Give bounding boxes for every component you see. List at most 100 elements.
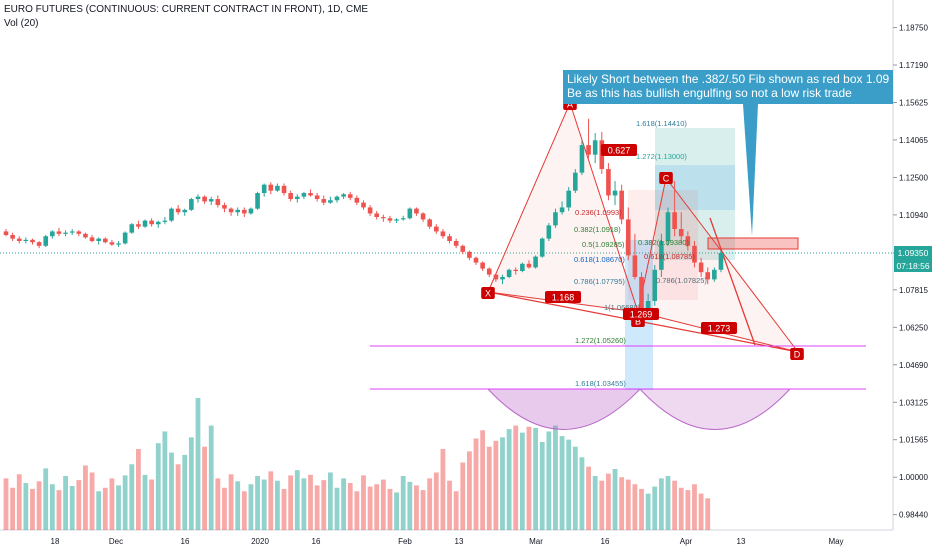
fib-label-f0618_b: 0.618(1.08785)	[644, 252, 695, 261]
point-a-label-text: A	[567, 100, 573, 110]
volume-bar	[533, 427, 538, 530]
volume-bar	[433, 472, 439, 530]
volume-bar	[612, 468, 618, 530]
ratio-ac-label-text: 0.627	[608, 146, 631, 156]
candle-body	[434, 226, 439, 232]
point-d-label: D	[790, 348, 804, 360]
candle-body	[440, 231, 446, 237]
candle-body	[367, 207, 373, 214]
volume-bar	[692, 484, 697, 530]
candle-body	[625, 219, 631, 256]
candle-body	[36, 242, 42, 246]
candle-body	[414, 208, 419, 214]
candle-body	[228, 208, 234, 213]
point-x-label-text: X	[485, 289, 491, 299]
cup-arc-right	[638, 388, 792, 430]
price-tick-label: 1.10940	[899, 211, 928, 220]
candle-body	[116, 243, 121, 245]
volume-bar	[599, 480, 605, 530]
volume-bar	[658, 478, 664, 530]
time-tick-label: May	[828, 537, 843, 546]
candle-body	[142, 220, 148, 227]
time-tick-label: Mar	[529, 537, 543, 546]
volume-bar	[314, 485, 320, 530]
candle-body	[149, 220, 154, 225]
candle-body	[592, 140, 598, 155]
candle-body	[712, 269, 717, 280]
candle-body	[427, 219, 432, 227]
candle-body	[129, 224, 135, 233]
candle-body	[486, 268, 492, 275]
volume-bar	[56, 490, 62, 530]
volume-bar	[3, 478, 9, 530]
volume-bar	[361, 475, 366, 530]
point-c-label-bg	[659, 172, 673, 184]
volume-bar	[215, 478, 221, 530]
candle-body	[473, 257, 479, 263]
volume-bar	[208, 425, 214, 530]
volume-bar	[400, 476, 406, 530]
volume-bar	[513, 425, 519, 530]
fib-label-f1272_bot: 1.272(1.05260)	[575, 336, 626, 345]
volume-bar	[23, 483, 29, 530]
ratio-xd-label-bg	[701, 322, 737, 334]
candle-body	[155, 221, 161, 225]
volume-bar	[261, 479, 267, 530]
volume-bar	[354, 491, 360, 530]
projection-arrow	[709, 217, 756, 346]
candle-body	[288, 193, 293, 200]
candle-body	[328, 200, 333, 203]
candle-body	[407, 208, 413, 219]
time-tick-label: 2020	[251, 537, 269, 546]
volume-bar	[155, 443, 161, 530]
fib-label-f1618_top: 1.618(1.14410)	[636, 119, 687, 128]
candle-body	[513, 269, 519, 271]
point-x-label: X	[481, 287, 495, 299]
candle-body	[453, 241, 459, 246]
candle-body	[400, 218, 406, 220]
candle-body	[63, 232, 68, 234]
volume-bar	[625, 479, 631, 530]
volume-bar	[288, 475, 294, 530]
callout-line-1: Likely Short between the .382/.50 Fib sh…	[567, 72, 889, 86]
candle-body	[83, 233, 88, 238]
volume-bar	[493, 440, 499, 530]
volume-bar	[572, 446, 578, 530]
volume-bar	[301, 478, 307, 530]
volume-bar	[142, 474, 148, 530]
volume-bar	[36, 481, 42, 530]
candle-body	[334, 196, 340, 201]
candle-body	[420, 213, 426, 220]
price-tick-label: 1.01565	[899, 436, 928, 445]
volume-bar	[539, 442, 545, 530]
candle-body	[261, 184, 267, 194]
fib-label-f0786_b: 0.786(1.07825)	[656, 276, 707, 285]
candle-body	[202, 196, 207, 202]
volume-bar	[136, 449, 141, 530]
volume-bar	[387, 488, 393, 530]
candle-body	[506, 269, 512, 277]
volume-bar	[222, 487, 227, 530]
volume-bar	[69, 486, 75, 530]
point-d-label-text: D	[794, 350, 801, 360]
volume-bar	[96, 491, 102, 530]
volume-bar	[407, 481, 413, 530]
candle-body	[493, 274, 499, 280]
annotation-callout[interactable]: Likely Short between the .382/.50 Fib sh…	[563, 70, 893, 104]
candle-body	[69, 231, 75, 233]
volume-bar	[16, 474, 22, 530]
candle-body	[480, 262, 485, 269]
volume-bar	[321, 480, 327, 530]
candle-body	[30, 239, 35, 243]
timer-badge-bg	[894, 259, 932, 273]
volume-bar	[235, 481, 241, 530]
volume-bar	[427, 478, 433, 530]
volume-bar	[281, 488, 287, 530]
candle-body	[678, 229, 684, 237]
candle-body	[394, 219, 399, 221]
volume-bar	[202, 446, 207, 530]
candle-body	[162, 220, 168, 222]
price-tick-label: 1.15625	[899, 99, 928, 108]
time-tick-label: 13	[737, 537, 746, 546]
